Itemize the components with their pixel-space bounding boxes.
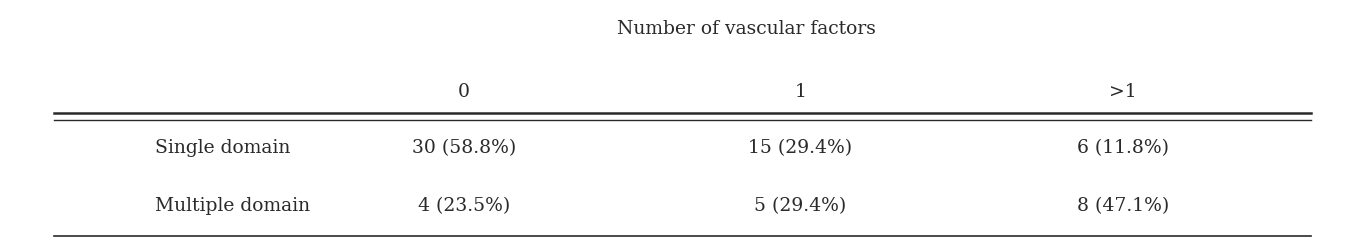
Text: 15 (29.4%): 15 (29.4%) bbox=[748, 139, 853, 157]
Text: 8 (47.1%): 8 (47.1%) bbox=[1077, 197, 1169, 215]
Text: Single domain: Single domain bbox=[155, 139, 291, 157]
Text: 1: 1 bbox=[795, 83, 806, 101]
Text: >1: >1 bbox=[1110, 83, 1137, 101]
Text: Number of vascular factors: Number of vascular factors bbox=[617, 20, 876, 38]
Text: 4 (23.5%): 4 (23.5%) bbox=[418, 197, 510, 215]
Text: 30 (58.8%): 30 (58.8%) bbox=[412, 139, 516, 157]
Text: 6 (11.8%): 6 (11.8%) bbox=[1077, 139, 1169, 157]
Text: 0: 0 bbox=[459, 83, 469, 101]
Text: 5 (29.4%): 5 (29.4%) bbox=[755, 197, 846, 215]
Text: Multiple domain: Multiple domain bbox=[155, 197, 309, 215]
